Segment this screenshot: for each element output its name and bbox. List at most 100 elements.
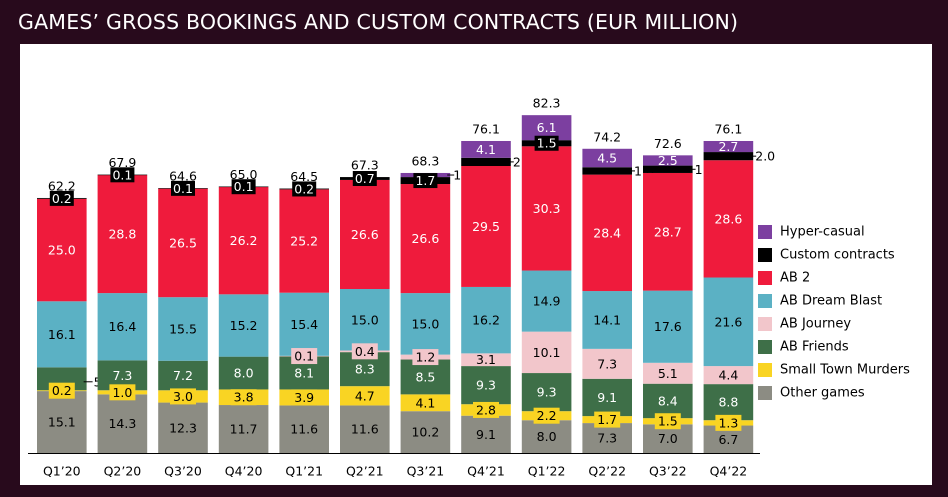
legend-swatch-small-town-murders xyxy=(758,363,772,377)
total-label-5: 67.3 xyxy=(351,158,379,173)
bar-ab-2-5 xyxy=(340,179,390,289)
label-small-town-murders-5: 4.7 xyxy=(355,388,375,403)
label-ab-friends-4: 8.1 xyxy=(294,365,314,380)
label-ab-2-4: 25.2 xyxy=(290,234,318,249)
bar-ab-friends-11 xyxy=(703,384,754,421)
label-ab-friends-5: 8.3 xyxy=(355,362,375,377)
bar-other-games-6 xyxy=(400,411,451,453)
bar-ab-dream-blast-11 xyxy=(703,277,754,367)
label-ab-dream-blast-9: 14.1 xyxy=(593,312,621,327)
bar-hyper-casual-10 xyxy=(643,155,693,166)
category-label-4: Q1’21 xyxy=(285,464,323,479)
label-other-games-8: 8.0 xyxy=(537,429,557,444)
label-box-small-town-murders-10 xyxy=(654,413,681,430)
label-ab-dream-blast-3: 15.2 xyxy=(230,318,258,333)
label-custom-contracts-5: 0.7 xyxy=(355,171,375,186)
bar-ab-dream-blast-5 xyxy=(340,289,390,351)
legend-label-custom-contracts: Custom contracts xyxy=(780,248,895,263)
label-box-custom-contracts-6 xyxy=(413,173,438,189)
label-hyper-casual-10: 2.5 xyxy=(658,153,678,168)
label-box-ab-journey-6 xyxy=(412,349,439,366)
label-ab-friends-9: 9.1 xyxy=(597,390,617,405)
label-small-town-murders-0: 0.2 xyxy=(52,383,72,398)
label-ab-journey-4: 0.1 xyxy=(294,349,314,364)
legend-label-ab-2: AB 2 xyxy=(780,271,810,286)
total-label-6: 68.3 xyxy=(411,153,439,168)
total-label-3: 65.0 xyxy=(230,167,258,182)
bar-other-games-3 xyxy=(218,405,269,453)
category-label-10: Q3’22 xyxy=(649,464,687,479)
category-label-9: Q2’22 xyxy=(588,464,626,479)
total-label-1: 67.9 xyxy=(108,155,136,170)
category-label-11: Q4’22 xyxy=(710,464,748,479)
label-other-games-7: 9.1 xyxy=(476,427,496,442)
label-small-town-murders-8: 2.2 xyxy=(537,408,557,423)
chart-panel: 15.10.25.616.125.00.262.2Q1’2014.31.07.3… xyxy=(20,44,932,485)
label-custom-contracts-1: 0.1 xyxy=(112,167,132,182)
label-ab-dream-blast-2: 15.5 xyxy=(169,321,197,336)
label-box-small-town-murders-2 xyxy=(170,388,196,405)
bar-custom-contracts-7 xyxy=(461,157,511,166)
label-ab-friends-8: 9.3 xyxy=(537,385,557,400)
label-custom-contracts-3: 0.1 xyxy=(234,179,254,194)
bar-ab-journey-8 xyxy=(521,331,572,374)
category-label-6: Q3’21 xyxy=(407,464,445,479)
label-ab-2-1: 28.8 xyxy=(108,227,136,242)
legend-swatch-ab-journey xyxy=(758,317,772,331)
bar-ab-journey-9 xyxy=(582,348,632,379)
bar-ab-journey-11 xyxy=(703,366,754,385)
label-custom-contracts-2: 0.1 xyxy=(173,181,193,196)
label-box-small-town-murders-0 xyxy=(48,382,75,399)
label-other-games-10: 7.0 xyxy=(658,431,678,446)
total-label-4: 64.5 xyxy=(290,169,318,184)
total-label-2: 64.6 xyxy=(169,169,197,184)
label-ab-2-2: 26.5 xyxy=(169,235,197,250)
label-ab-dream-blast-8: 14.9 xyxy=(533,294,561,309)
bar-ab-friends-9 xyxy=(582,378,632,417)
bar-ab-dream-blast-8 xyxy=(521,270,572,332)
label-box-small-town-murders-11 xyxy=(715,414,742,431)
label-custom-contracts-0: 0.2 xyxy=(52,191,72,206)
total-label-7: 76.1 xyxy=(472,121,500,136)
label-ab-friends-6: 8.5 xyxy=(415,369,435,384)
bar-ab-dream-blast-1 xyxy=(97,293,148,361)
label-small-town-murders-7: 2.8 xyxy=(476,402,496,417)
bar-other-games-9 xyxy=(582,423,632,453)
label-ab-2-0: 25.0 xyxy=(48,243,76,258)
label-ab-2-9: 28.4 xyxy=(593,225,621,240)
label-ab-journey-8: 10.1 xyxy=(533,345,561,360)
total-label-0: 62.2 xyxy=(48,178,76,193)
category-label-8: Q1’22 xyxy=(528,464,566,479)
label-box-small-town-murders-9 xyxy=(594,411,621,428)
label-ab-friends-11: 8.8 xyxy=(718,395,738,410)
bar-ab-dream-blast-10 xyxy=(643,290,693,363)
label-ab-2-5: 26.6 xyxy=(351,227,379,242)
label-ab-dream-blast-7: 16.2 xyxy=(472,313,500,328)
label-ab-friends-3: 8.0 xyxy=(234,366,254,381)
label-custom-contracts-4: 0.2 xyxy=(294,181,314,196)
bar-ab-2-7 xyxy=(461,166,511,287)
bar-custom-contracts-9 xyxy=(582,167,632,175)
legend-label-other-games: Other games xyxy=(780,386,865,401)
bar-ab-journey-7 xyxy=(461,353,511,367)
label-ab-friends-1: 7.3 xyxy=(112,368,132,383)
bar-other-games-4 xyxy=(279,405,329,453)
bar-ab-2-1 xyxy=(97,175,148,294)
label-hyper-casual-9: 4.5 xyxy=(597,151,617,166)
category-label-1: Q2’20 xyxy=(104,464,142,479)
label-box-small-town-murders-5 xyxy=(351,387,378,404)
label-other-games-9: 7.3 xyxy=(597,431,617,446)
bar-ab-2-4 xyxy=(279,189,329,293)
bar-ab-friends-6 xyxy=(400,359,451,395)
legend-swatch-custom-contracts xyxy=(758,248,772,262)
bar-ab-dream-blast-7 xyxy=(461,286,511,354)
legend-swatch-ab-dream-blast xyxy=(758,294,772,308)
label-box-custom-contracts-4 xyxy=(292,181,317,197)
label-ab-dream-blast-10: 17.6 xyxy=(654,319,682,334)
legend-label-hyper-casual: Hyper-casual xyxy=(780,225,865,240)
label-small-town-murders-1: 1.0 xyxy=(112,385,132,400)
label-hyper-casual-7: 4.1 xyxy=(476,142,496,157)
legend-label-ab-friends: AB Friends xyxy=(780,340,849,355)
label-small-town-murders-2: 3.0 xyxy=(173,389,193,404)
total-label-9: 74.2 xyxy=(593,129,621,144)
